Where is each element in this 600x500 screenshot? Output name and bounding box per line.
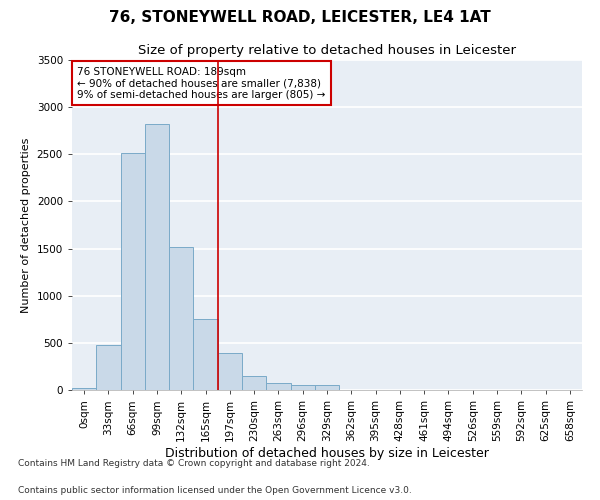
Text: 76, STONEYWELL ROAD, LEICESTER, LE4 1AT: 76, STONEYWELL ROAD, LEICESTER, LE4 1AT — [109, 10, 491, 25]
Bar — [242, 376, 266, 390]
Bar — [315, 385, 339, 390]
Text: 76 STONEYWELL ROAD: 189sqm
← 90% of detached houses are smaller (7,838)
9% of se: 76 STONEYWELL ROAD: 189sqm ← 90% of deta… — [77, 66, 325, 100]
Bar — [193, 320, 218, 390]
Bar — [72, 388, 96, 390]
Title: Size of property relative to detached houses in Leicester: Size of property relative to detached ho… — [138, 44, 516, 58]
Bar — [121, 154, 145, 390]
Bar — [96, 344, 121, 390]
Text: Contains HM Land Registry data © Crown copyright and database right 2024.: Contains HM Land Registry data © Crown c… — [18, 458, 370, 468]
Text: Contains public sector information licensed under the Open Government Licence v3: Contains public sector information licen… — [18, 486, 412, 495]
Bar — [145, 124, 169, 390]
Bar — [266, 383, 290, 390]
Bar — [290, 385, 315, 390]
X-axis label: Distribution of detached houses by size in Leicester: Distribution of detached houses by size … — [165, 446, 489, 460]
Bar — [218, 353, 242, 390]
Bar — [169, 246, 193, 390]
Y-axis label: Number of detached properties: Number of detached properties — [21, 138, 31, 312]
